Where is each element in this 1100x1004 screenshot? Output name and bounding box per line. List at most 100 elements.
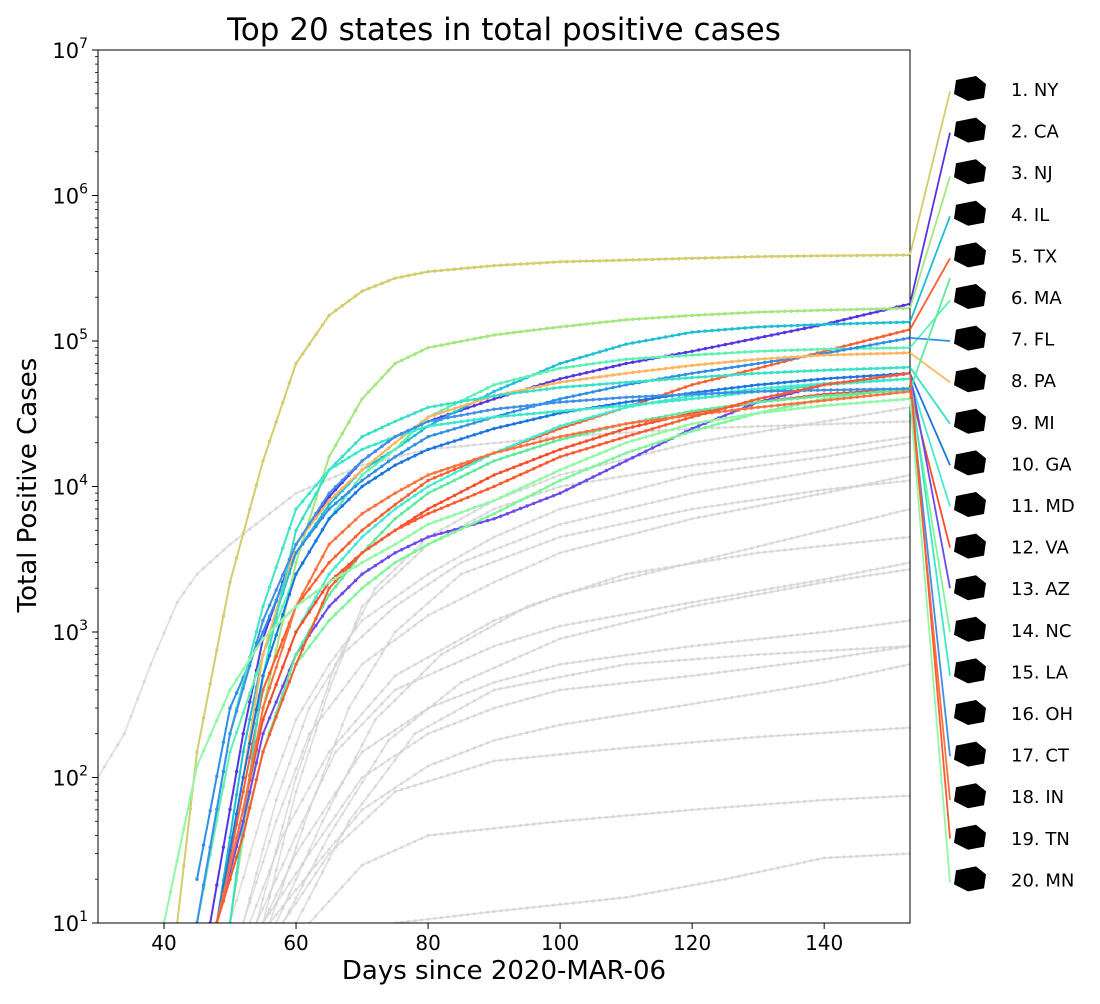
other-state-series-9-point (875, 669, 879, 673)
legend-label-11: 11. MD (1011, 496, 1075, 517)
state-series-7-point (518, 408, 523, 412)
state-series-1-point (234, 556, 239, 560)
other-state-series-3-point (386, 610, 391, 615)
other-state-series-15-point (683, 508, 688, 512)
state-series-15-point (591, 406, 595, 410)
other-state-series-18-point (525, 681, 529, 686)
other-state-series-7-point (518, 673, 523, 677)
state-series-20-point (637, 437, 641, 441)
other-state-series-6-point (875, 567, 879, 571)
other-state-series-11-point (433, 833, 437, 837)
state-series-8-point (749, 358, 754, 362)
other-state-series-14-point (400, 561, 404, 565)
other-state-series-10-point (783, 733, 787, 737)
other-state-series-15-point (492, 560, 496, 564)
state-series-13-point (611, 465, 615, 469)
other-state-series-7-point (294, 852, 298, 856)
state-series-5-point (347, 541, 351, 545)
state-series-20-point (221, 703, 226, 707)
other-state-series-8-point (426, 732, 430, 736)
other-state-series-14-point (274, 848, 278, 852)
state-series-13-point (433, 533, 437, 537)
state-series-20-point (175, 858, 179, 862)
state-series-7-point (367, 474, 371, 478)
state-silhouette-icon (954, 866, 986, 892)
other-state-series-2-point (248, 853, 252, 857)
state-series-15-point (340, 460, 344, 464)
other-state-series-8-point (466, 716, 470, 720)
legend-label-13: 13. AZ (1011, 579, 1070, 600)
state-series-7-point (776, 358, 780, 363)
state-series-6-point (281, 604, 285, 608)
other-state-series-4-point (320, 714, 325, 718)
other-state-series-18-point (895, 645, 899, 649)
state-series-5-point (380, 513, 384, 517)
other-state-series-16-point (855, 540, 859, 545)
other-state-series-10-point (736, 737, 741, 741)
state-series-8-point (855, 352, 859, 356)
other-state-series-7-point (624, 653, 628, 657)
state-series-5-point (320, 569, 325, 573)
state-series-13-point (518, 506, 523, 511)
state-series-17-point (505, 406, 509, 410)
other-state-series-17-point (347, 802, 351, 806)
other-state-series-5-point (756, 544, 760, 549)
state-series-18-point (677, 415, 681, 419)
other-state-series-13-point (882, 439, 886, 443)
other-state-series-10-point (472, 765, 476, 769)
state-series-3-point (756, 310, 760, 314)
state-series-18-point (815, 399, 820, 403)
other-state-series-17-point (439, 696, 443, 700)
other-state-series-6-point (551, 626, 556, 630)
state-series-13-point (373, 563, 377, 568)
other-state-series-9-point (386, 790, 391, 794)
state-series-9-point (578, 384, 582, 388)
other-state-series-18-point (776, 651, 780, 656)
state-series-6-point (485, 386, 490, 390)
state-series-13-point (624, 459, 628, 463)
state-series-2-point (241, 732, 245, 736)
state-series-1-point (221, 614, 226, 618)
other-state-series-15-point (505, 555, 509, 559)
state-series-2-point (716, 344, 721, 348)
other-state-series-8-point (393, 754, 397, 758)
other-state-series-4-point (413, 623, 417, 627)
other-state-series-14-point (697, 440, 701, 444)
other-state-series-9-point (518, 732, 523, 736)
state-series-1-point (862, 253, 866, 258)
other-state-series-6-point (545, 628, 549, 632)
other-state-series-9-point (816, 681, 820, 686)
state-series-1-point (307, 342, 311, 346)
other-state-series-15-point (789, 493, 793, 497)
state-series-15-point (895, 378, 899, 382)
state-series-3-point (472, 337, 476, 341)
state-series-12-point (294, 630, 298, 634)
state-series-8-point (380, 451, 384, 456)
state-series-9-point (664, 377, 668, 382)
other-state-series-9-point (637, 710, 641, 714)
legend-label-14: 14. NC (1011, 621, 1071, 642)
other-state-series-15-point (710, 504, 714, 508)
other-state-series-18-point (789, 651, 793, 655)
other-state-series-9-point (413, 773, 417, 777)
other-state-series-7-point (769, 636, 774, 640)
other-state-series-18-point (545, 678, 549, 682)
other-state-series-6-point (499, 642, 503, 646)
other-state-series-17-point (631, 619, 635, 623)
state-series-20-point (188, 795, 193, 800)
state-series-15-point (261, 604, 265, 609)
legend-connector-8 (909, 352, 951, 384)
x-tick-label: 60 (283, 931, 308, 955)
state-series-1-point (380, 281, 384, 286)
other-state-series-10-point (518, 756, 523, 760)
other-state-series-10-point (294, 901, 298, 905)
other-state-series-5-point (875, 515, 879, 519)
other-state-series-6-point (584, 619, 589, 623)
other-state-series-3-point (268, 823, 272, 827)
state-series-1-point (565, 260, 569, 264)
other-state-series-14-point (862, 413, 866, 417)
other-state-series-15-point (334, 740, 338, 744)
other-state-series-18-point (868, 646, 873, 650)
state-series-20-point (875, 399, 879, 404)
other-state-series-1-point (116, 743, 120, 747)
